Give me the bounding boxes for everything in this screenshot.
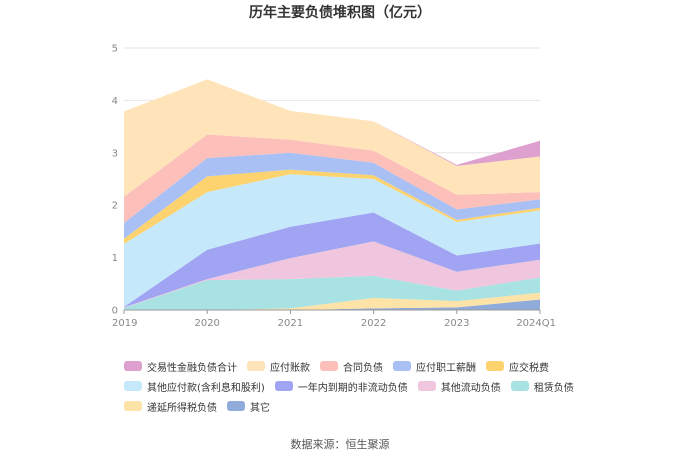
- legend-label: 其他流动负债: [440, 382, 501, 394]
- legend-swatch: [227, 401, 245, 411]
- legend-swatch: [124, 401, 142, 411]
- area-series: [124, 212, 540, 308]
- y-tick-label: 5: [112, 44, 118, 55]
- area-series: [124, 275, 540, 310]
- x-tick-label: 2023: [444, 318, 469, 329]
- legend-item[interactable]: 合同负债: [320, 358, 383, 374]
- area-series: [124, 79, 540, 197]
- legend-swatch: [124, 361, 142, 371]
- legend-swatch: [124, 381, 142, 391]
- chart-plot: 0 1 2 3 4 5 2019 2020 2021 2022 2023 2024Q1: [112, 44, 556, 330]
- x-tick-label: 2021: [278, 318, 303, 329]
- chart-legend: 交易性金融负债合计 应付账款 合同负债 应付职工薪酬 应交税费其他应付款(含利息和股利)…: [124, 358, 594, 414]
- area-series: [124, 292, 540, 310]
- legend-label: 其它: [250, 402, 270, 414]
- chart-title: 历年主要负债堆积图（亿元）: [249, 5, 431, 21]
- legend-swatch: [393, 361, 411, 371]
- legend-swatch: [486, 361, 504, 371]
- legend-swatch: [320, 361, 338, 371]
- x-tick-label: 2024Q1: [516, 318, 556, 329]
- area-series: [124, 134, 540, 223]
- legend-item[interactable]: 应交税费: [486, 358, 549, 374]
- legend-label: 交易性金融负债合计: [147, 362, 237, 374]
- legend-label: 应付账款: [270, 362, 310, 374]
- legend-item[interactable]: 其它: [227, 398, 270, 414]
- data-source-note: 数据来源：恒生聚源: [290, 438, 390, 451]
- y-tick-label: 1: [112, 253, 118, 264]
- legend-swatch: [274, 381, 293, 391]
- area-series: [124, 152, 540, 239]
- y-tick-label: 0: [112, 306, 118, 317]
- area-series: [124, 174, 540, 307]
- x-tick-label: 2022: [361, 318, 386, 329]
- area-series: [124, 241, 540, 308]
- y-tick-label: 3: [112, 148, 118, 159]
- legend-item[interactable]: 租赁负债: [510, 378, 574, 394]
- x-tick-label: 2019: [112, 318, 137, 329]
- legend-item[interactable]: 一年内到期的非流动负债: [274, 378, 408, 394]
- legend-swatch: [510, 381, 529, 391]
- legend-item[interactable]: 应付账款: [247, 358, 310, 374]
- legend-item[interactable]: 其他应付款(含利息和股利): [124, 378, 265, 394]
- legend-label: 应付职工薪酬: [416, 362, 476, 374]
- y-tick-label: 2: [112, 201, 118, 212]
- legend-label: 其他应付款(含利息和股利): [147, 382, 265, 394]
- legend-item[interactable]: 递延所得税负债: [124, 398, 217, 414]
- y-tick-label: 4: [112, 96, 118, 107]
- area-series: [124, 79, 540, 166]
- legend-item[interactable]: 应付职工薪酬: [393, 358, 476, 374]
- legend-item[interactable]: 其他流动负债: [417, 378, 501, 394]
- area-series: [124, 299, 540, 310]
- legend-label: 合同负债: [343, 362, 383, 374]
- legend-label: 一年内到期的非流动负债: [297, 382, 408, 394]
- legend-label: 应交税费: [509, 362, 549, 374]
- legend-label: 租赁负债: [533, 382, 574, 394]
- legend-label: 递延所得税负债: [147, 402, 217, 414]
- x-tick-label: 2020: [194, 318, 219, 329]
- legend-item[interactable]: 交易性金融负债合计: [124, 358, 237, 374]
- legend-swatch: [247, 361, 265, 371]
- legend-swatch: [417, 381, 436, 391]
